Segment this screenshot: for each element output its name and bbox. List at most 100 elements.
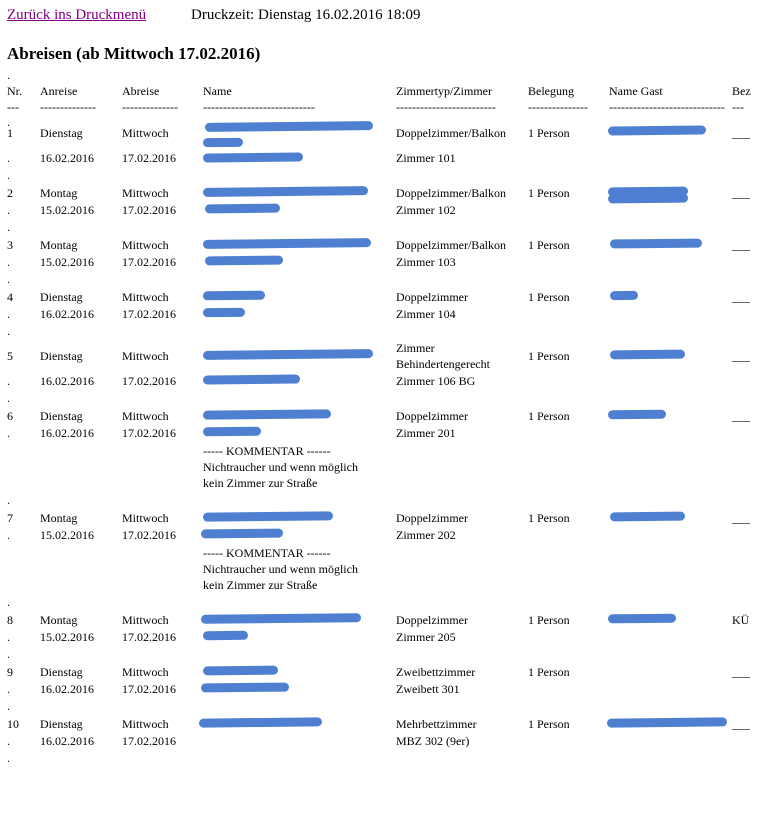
room-type: Zimmer	[396, 341, 435, 355]
redacted-name	[202, 374, 301, 385]
separator-dot: .	[7, 647, 10, 661]
occupancy: 1 Person	[528, 238, 570, 252]
row-nr: 2	[7, 186, 13, 200]
occupancy: 1 Person	[528, 290, 570, 304]
room-number: Zimmer 205	[396, 630, 456, 644]
separator-dot: .	[7, 528, 10, 542]
room-number: Zimmer 202	[396, 528, 456, 542]
back-to-print-menu-link[interactable]: Zurück ins Druckmenü	[7, 7, 147, 23]
paid-status: ___	[732, 290, 750, 304]
departure-date: 17.02.2016	[122, 255, 176, 269]
departure-day: Mittwoch	[122, 349, 169, 363]
separator-dot: .	[7, 168, 10, 182]
occupancy: 1 Person	[528, 717, 570, 731]
paid-status: ___	[732, 126, 750, 140]
room-type: Doppelzimmer	[396, 511, 468, 525]
row-nr: 5	[7, 349, 13, 363]
departure-date: 17.02.2016	[122, 528, 176, 542]
paid-status: ___	[732, 186, 750, 200]
separator-dot: .	[7, 426, 10, 440]
col-header-nr: Nr.	[7, 84, 22, 98]
departure-date: 17.02.2016	[122, 374, 176, 388]
header-rule: ---	[732, 100, 744, 114]
redacted-guest-name	[607, 613, 677, 624]
room-number: Zimmer 104	[396, 307, 456, 321]
arrival-date: 15.02.2016	[40, 630, 94, 644]
redacted-name	[202, 349, 374, 360]
departure-day: Mittwoch	[122, 238, 169, 252]
redacted-name	[204, 121, 374, 132]
separator-dot: .	[7, 115, 10, 129]
separator-dot: .	[7, 324, 10, 338]
room-type: Doppelzimmer	[396, 613, 468, 627]
row-nr: 8	[7, 613, 13, 627]
col-header-paid: Bez	[732, 84, 751, 98]
redacted-name	[204, 255, 284, 266]
redacted-name	[200, 613, 362, 624]
arrival-day: Dienstag	[40, 290, 83, 304]
redacted-name	[198, 717, 323, 728]
room-type: Zweibettzimmer	[396, 665, 476, 679]
arrival-date: 15.02.2016	[40, 203, 94, 217]
paid-status: KÜ	[732, 613, 750, 627]
col-header-guest-name: Name Gast	[609, 84, 663, 98]
separator-dot: .	[7, 203, 10, 217]
arrival-day: Montag	[40, 238, 78, 252]
departure-date: 17.02.2016	[122, 682, 176, 696]
row-nr: 1	[7, 126, 13, 140]
arrival-day: Dienstag	[40, 349, 83, 363]
separator-dot: .	[7, 699, 10, 713]
occupancy: 1 Person	[528, 349, 570, 363]
departure-day: Mittwoch	[122, 717, 169, 731]
arrival-date: 15.02.2016	[40, 528, 94, 542]
header-rule: -----------------------------	[609, 100, 725, 114]
arrival-date: 16.02.2016	[40, 682, 94, 696]
room-number: MBZ 302 (9er)	[396, 734, 470, 748]
departure-day: Mittwoch	[122, 126, 169, 140]
arrival-date: 16.02.2016	[40, 734, 94, 748]
paid-status: ___	[732, 511, 750, 525]
arrival-day: Montag	[40, 613, 78, 627]
redacted-name	[200, 528, 284, 539]
comment-text: kein Zimmer zur Straße	[203, 476, 318, 490]
departure-date: 17.02.2016	[122, 426, 176, 440]
room-type: Doppelzimmer/Balkon	[396, 238, 506, 252]
redacted-guest-name	[607, 193, 689, 204]
redacted-name	[202, 511, 334, 522]
arrival-date: 16.02.2016	[40, 426, 94, 440]
room-number: Zimmer 101	[396, 151, 456, 165]
redacted-guest-name	[607, 409, 667, 420]
header-rule: --------------	[122, 100, 178, 114]
separator-dot: .	[7, 751, 10, 765]
header-rule: -------------------------	[396, 100, 496, 114]
redacted-name	[200, 682, 290, 693]
departure-day: Mittwoch	[122, 511, 169, 525]
departure-day: Mittwoch	[122, 665, 169, 679]
room-type-detail: Behindertengerecht	[396, 357, 490, 371]
departure-date: 17.02.2016	[122, 734, 176, 748]
departure-day: Mittwoch	[122, 409, 169, 423]
departure-date: 17.02.2016	[122, 307, 176, 321]
occupancy: 1 Person	[528, 186, 570, 200]
header-rule: --------------	[40, 100, 96, 114]
departure-day: Mittwoch	[122, 290, 169, 304]
row-nr: 4	[7, 290, 13, 304]
arrival-day: Montag	[40, 511, 78, 525]
row-nr: 7	[7, 511, 13, 525]
redacted-guest-name	[609, 349, 686, 360]
row-nr: 3	[7, 238, 13, 252]
paid-status: ___	[732, 238, 750, 252]
separator-dot: .	[7, 255, 10, 269]
arrival-date: 16.02.2016	[40, 151, 94, 165]
separator-dot: .	[7, 220, 10, 234]
redacted-name	[202, 152, 304, 163]
occupancy: 1 Person	[528, 511, 570, 525]
redacted-guest-name	[607, 125, 707, 136]
separator-dot: .	[7, 68, 10, 82]
row-nr: 9	[7, 665, 13, 679]
redacted-name	[202, 238, 372, 249]
redacted-name	[202, 307, 246, 318]
arrival-date: 16.02.2016	[40, 307, 94, 321]
arrival-day: Montag	[40, 186, 78, 200]
